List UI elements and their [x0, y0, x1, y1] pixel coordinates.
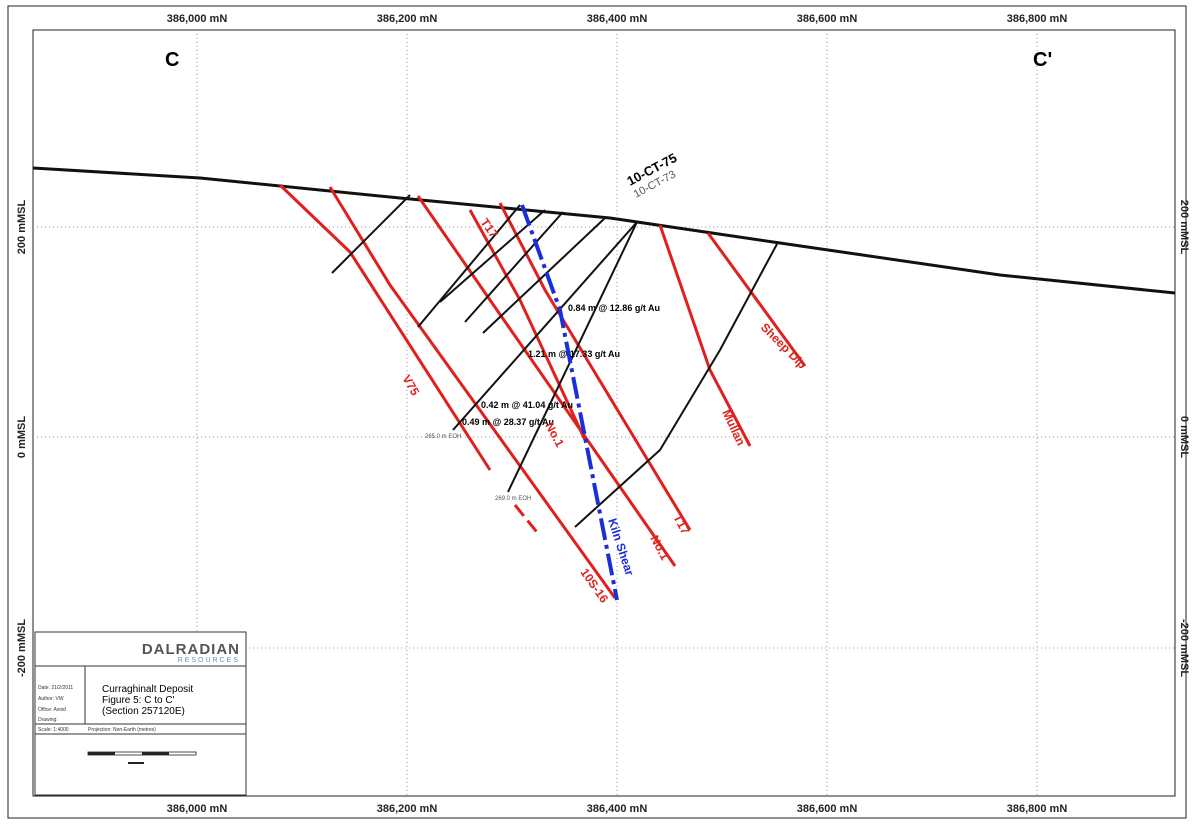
left-axis-label: 200 mMSL: [16, 200, 28, 255]
eoh-label: 265.0 m EOH: [425, 434, 461, 440]
drillhole: [574, 243, 778, 528]
right-axis-label: 200 mMSL: [1178, 200, 1190, 255]
top-axis-label: 386,000 mN: [167, 13, 228, 25]
bottom-axis-label: 386,800 mN: [1007, 803, 1068, 815]
kiln-shear: [520, 204, 619, 601]
bottom-axis-label: 386,200 mN: [377, 803, 438, 815]
drillhole: [331, 194, 411, 274]
top-axis-label: 386,200 mN: [377, 13, 438, 25]
meta: Office: Avoid: [38, 707, 66, 713]
meta: Scale: 1:4000: [38, 727, 69, 733]
meta: Drawing:: [38, 717, 58, 723]
top-axis-label: 386,600 mN: [797, 13, 858, 25]
company: DALRADIAN: [142, 641, 240, 658]
fault: [278, 183, 492, 471]
fault: [468, 209, 587, 441]
right-axis-label: -200 mMSL: [1178, 619, 1190, 677]
left-axis-label: 0 mMSL: [16, 416, 28, 458]
drillhole: [417, 204, 521, 328]
block-title: (Section 257120E): [102, 706, 185, 717]
scale-bar: [128, 762, 144, 764]
title-block-frame: [34, 631, 247, 796]
fault: [513, 504, 542, 537]
fault: [706, 232, 807, 367]
fault: [498, 202, 692, 531]
company-sub: RESOURCES: [178, 657, 240, 664]
faults: [278, 183, 807, 599]
bottom-axis-label: 386,000 mN: [167, 803, 228, 815]
intercept: 0.42 m @ 41.04 g/t Au: [481, 400, 573, 410]
intercept: 0.84 m @ 12.86 g/t Au: [568, 303, 660, 313]
block-title: Figure 5: C to C': [102, 695, 175, 706]
block-title: Curraghinalt Deposit: [102, 684, 193, 695]
section-start: C: [165, 49, 179, 71]
meta: Date: 21/2/2011: [38, 685, 73, 691]
topography: [32, 166, 1176, 295]
intercept: 1.21 m @ 17.33 g/t Au: [528, 349, 620, 359]
right-axis-label: 0 mMSL: [1178, 416, 1190, 458]
drillhole: [507, 221, 638, 493]
outer-frame: [7, 5, 1187, 819]
fault: [416, 195, 677, 567]
eoh-label: 269.0 m EOH: [495, 496, 531, 502]
scale-bar: [142, 752, 169, 755]
fault: [658, 224, 752, 447]
title-block: DALRADIAN RESOURCES Curraghinalt Deposit…: [34, 631, 247, 796]
meta: Author: VW: [38, 696, 64, 702]
drillhole: [452, 221, 638, 431]
bottom-axis-label: 386,400 mN: [587, 803, 648, 815]
intercept: 0.49 m @ 28.37 g/t Au: [462, 417, 554, 427]
top-axis-label: 386,800 mN: [1007, 13, 1068, 25]
scale-bar: [88, 752, 115, 755]
meta: Projection: Non-Earth (metres): [88, 727, 156, 733]
top-axis-label: 386,400 mN: [587, 13, 648, 25]
section-end: C': [1033, 49, 1052, 71]
bottom-axis-label: 386,600 mN: [797, 803, 858, 815]
fault: [328, 186, 617, 599]
drillhole: [464, 211, 564, 323]
left-axis-label: -200 mMSL: [16, 619, 28, 677]
drillholes: [331, 194, 778, 528]
drillhole: [482, 217, 606, 334]
map-frame: [32, 29, 1176, 797]
